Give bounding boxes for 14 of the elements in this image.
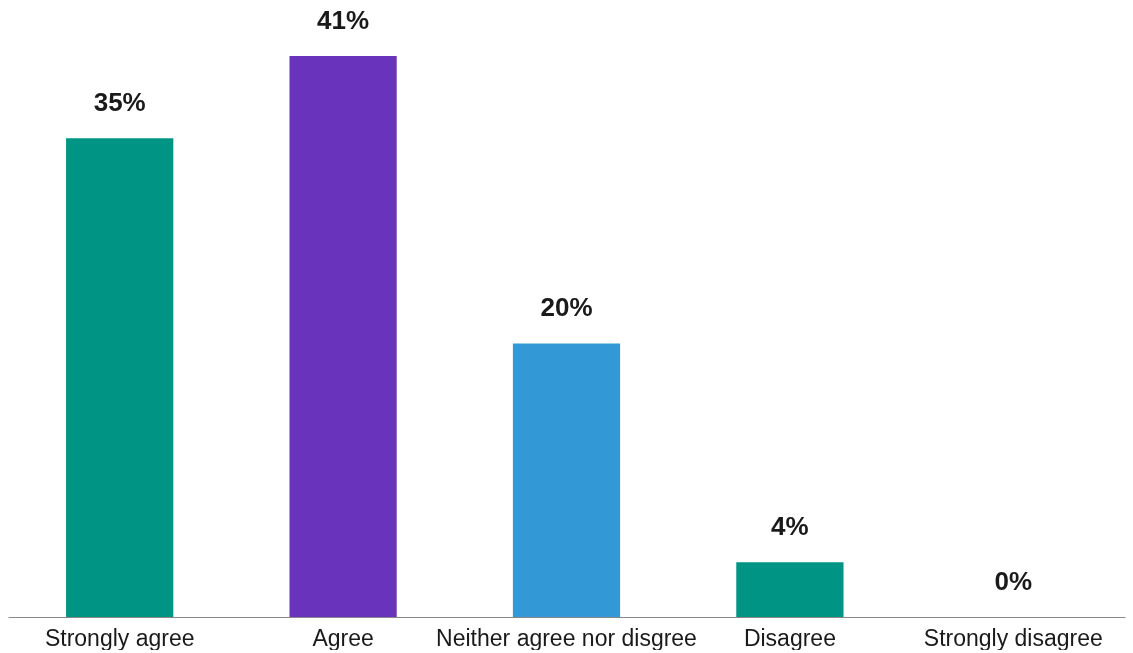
bar [289,56,397,617]
data-label: 35% [93,87,146,118]
data-label: 20% [540,292,593,323]
bar [736,562,844,617]
x-tick-label: Strongly agree [44,624,195,651]
data-label: 4% [771,511,809,542]
x-tick-label: Strongly disagree [923,624,1103,651]
bar [512,343,621,617]
x-tick-label: Disagree [743,624,836,651]
bar [66,138,174,617]
x-tick-label: Agree [312,624,374,651]
x-tick-label: Neither agree nor disgree [436,624,697,651]
data-label: 0% [994,566,1033,596]
data-label: 41% [317,5,370,36]
